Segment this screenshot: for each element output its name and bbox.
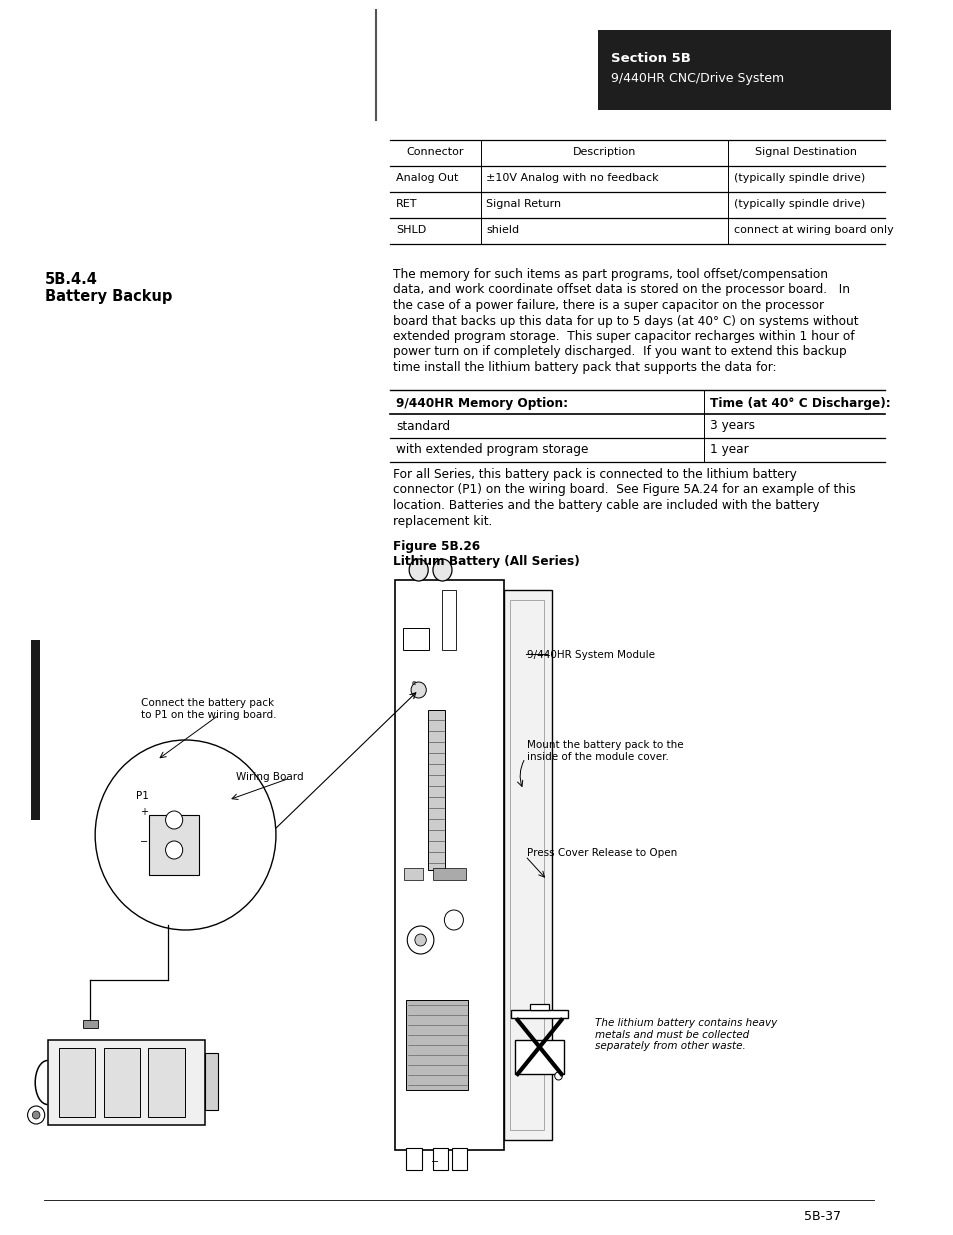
Circle shape	[411, 682, 426, 698]
Text: (typically spindle drive): (typically spindle drive)	[733, 199, 864, 209]
Text: Figure 5B.26: Figure 5B.26	[393, 540, 479, 553]
Text: Time (at 40° C Discharge):: Time (at 40° C Discharge):	[709, 396, 890, 410]
Bar	[433, 1149, 448, 1170]
Bar	[511, 1010, 567, 1018]
Text: data, and work coordinate offset data is stored on the processor board.   In: data, and work coordinate offset data is…	[393, 284, 849, 296]
Circle shape	[555, 1072, 561, 1079]
Bar	[510, 600, 544, 1130]
Circle shape	[95, 740, 275, 930]
Bar	[442, 590, 456, 650]
Text: P1: P1	[136, 790, 149, 802]
Text: SHLD: SHLD	[395, 225, 426, 235]
Text: −: −	[140, 837, 148, 847]
Text: extended program storage.  This super capacitor recharges within 1 hour of: extended program storage. This super cap…	[393, 330, 854, 343]
Text: replacement kit.: replacement kit.	[393, 515, 492, 527]
Text: Signal Destination: Signal Destination	[755, 147, 857, 157]
Bar	[149, 1049, 185, 1116]
Text: Battery Backup: Battery Backup	[45, 289, 172, 304]
Text: Description: Description	[572, 147, 636, 157]
Text: Connector: Connector	[406, 147, 463, 157]
Text: board that backs up this data for up to 5 days (at 40° C) on systems without: board that backs up this data for up to …	[393, 315, 858, 327]
Bar	[404, 868, 423, 881]
Circle shape	[28, 1107, 45, 1124]
Text: Analog Out: Analog Out	[395, 173, 457, 183]
Text: Lithium Battery (All Series): Lithium Battery (All Series)	[393, 555, 579, 568]
Text: Connect the battery pack
to P1 on the wiring board.: Connect the battery pack to P1 on the wi…	[141, 698, 276, 720]
Text: time install the lithium battery pack that supports the data for:: time install the lithium battery pack th…	[393, 361, 776, 374]
Circle shape	[415, 934, 426, 946]
Circle shape	[444, 910, 463, 930]
Ellipse shape	[433, 559, 452, 580]
Bar	[402, 629, 429, 650]
Text: For all Series, this battery pack is connected to the lithium battery: For all Series, this battery pack is con…	[393, 468, 796, 480]
Bar	[48, 1040, 204, 1125]
Text: e: e	[412, 680, 416, 685]
Bar	[530, 1004, 549, 1010]
Text: The lithium battery contains heavy
metals and must be collected
separately from : The lithium battery contains heavy metal…	[594, 1018, 776, 1051]
Text: the case of a power failure, there is a super capacitor on the processor: the case of a power failure, there is a …	[393, 299, 823, 312]
Bar	[204, 1053, 217, 1110]
Circle shape	[166, 841, 183, 860]
Bar	[406, 1149, 421, 1170]
Bar	[428, 710, 445, 869]
Bar	[59, 1049, 95, 1116]
Text: shield: shield	[486, 225, 518, 235]
Text: 5B.4.4: 5B.4.4	[45, 272, 97, 287]
Bar	[104, 1049, 140, 1116]
Text: 1 year: 1 year	[709, 443, 748, 457]
Text: Wiring Board: Wiring Board	[235, 772, 303, 782]
Circle shape	[407, 926, 434, 953]
Text: connect at wiring board only: connect at wiring board only	[733, 225, 892, 235]
Text: Mount the battery pack to the
inside of the module cover.: Mount the battery pack to the inside of …	[527, 740, 683, 762]
Text: ±10V Analog with no feedback: ±10V Analog with no feedback	[486, 173, 659, 183]
Text: 9/440HR Memory Option:: 9/440HR Memory Option:	[395, 396, 567, 410]
Text: Signal Return: Signal Return	[486, 199, 560, 209]
Text: +: +	[140, 806, 148, 818]
Text: Press Cover Release to Open: Press Cover Release to Open	[527, 848, 677, 858]
Ellipse shape	[409, 559, 428, 580]
Bar	[504, 590, 552, 1140]
Text: connector (P1) on the wiring board.  See Figure 5A.24 for an example of this: connector (P1) on the wiring board. See …	[393, 483, 855, 496]
Bar	[515, 1040, 563, 1074]
Bar	[31, 640, 40, 820]
Text: The memory for such items as part programs, tool offset/compensation: The memory for such items as part progra…	[393, 268, 827, 282]
Text: −: −	[431, 1157, 438, 1167]
Text: RET: RET	[395, 199, 416, 209]
Bar	[452, 1149, 467, 1170]
Bar	[433, 868, 466, 881]
Text: location. Batteries and the battery cable are included with the battery: location. Batteries and the battery cabl…	[393, 499, 819, 513]
Circle shape	[32, 1112, 40, 1119]
Text: standard: standard	[395, 420, 450, 432]
Text: 5B-37: 5B-37	[803, 1210, 841, 1223]
Text: 9/440HR System Module: 9/440HR System Module	[527, 650, 655, 659]
Text: power turn on if completely discharged.  If you want to extend this backup: power turn on if completely discharged. …	[393, 346, 846, 358]
Bar	[395, 580, 504, 1150]
Text: Section 5B: Section 5B	[610, 52, 690, 65]
Bar	[83, 1020, 98, 1028]
Text: 9/440HR CNC/Drive System: 9/440HR CNC/Drive System	[610, 72, 783, 85]
Text: (typically spindle drive): (typically spindle drive)	[733, 173, 864, 183]
Circle shape	[166, 811, 183, 829]
Bar	[597, 30, 890, 110]
Text: with extended program storage: with extended program storage	[395, 443, 588, 457]
Bar	[150, 815, 198, 876]
Bar	[406, 1000, 468, 1091]
Text: 3 years: 3 years	[709, 420, 754, 432]
